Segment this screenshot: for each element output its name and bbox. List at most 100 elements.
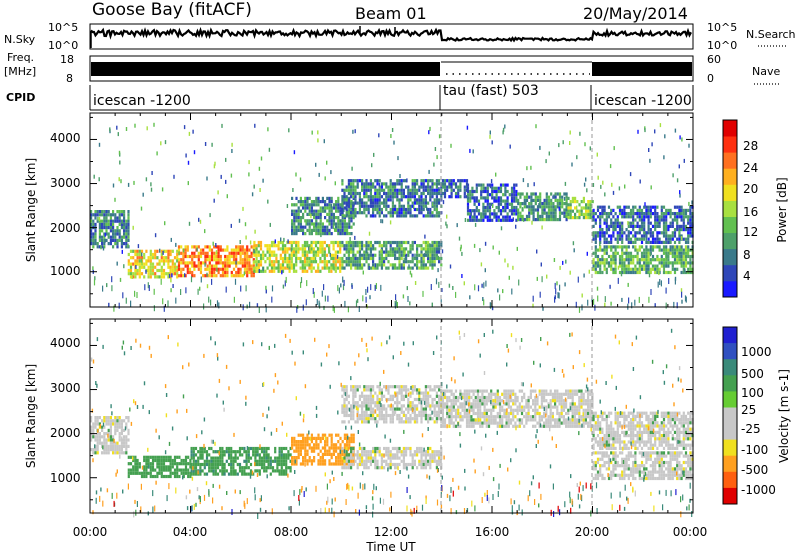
power-cell <box>676 254 679 259</box>
velocity-cell <box>289 453 292 457</box>
power-cell <box>277 244 280 248</box>
power-cell <box>140 272 144 276</box>
power-cell <box>149 256 152 260</box>
velocity-cell <box>269 459 272 463</box>
power-cell <box>215 254 218 259</box>
power-cell <box>582 196 585 200</box>
power-cell <box>284 260 287 264</box>
power-cell <box>347 191 350 196</box>
velocity-cell <box>269 466 272 470</box>
power-cell <box>252 258 255 262</box>
power-cell <box>171 265 174 269</box>
power-cell <box>348 206 351 210</box>
velocity-cell <box>411 466 414 470</box>
power-cell <box>273 269 276 273</box>
power-cell <box>343 191 346 196</box>
power-cell <box>547 202 551 206</box>
power-cell <box>341 216 344 220</box>
velocity-cell <box>230 466 233 470</box>
power-cell <box>603 234 606 238</box>
power-speck <box>314 257 317 262</box>
power-cell <box>463 188 466 192</box>
power-cell <box>411 253 414 257</box>
power-cell <box>341 212 344 216</box>
power-cell <box>107 210 110 214</box>
power-cell <box>660 231 663 235</box>
power-speck <box>546 274 548 279</box>
power-cell <box>673 261 677 265</box>
velocity-cell <box>276 469 279 473</box>
velocity-cell <box>407 401 410 405</box>
power-cell <box>202 261 205 265</box>
power-cell <box>206 251 209 255</box>
velocity-cell <box>187 471 190 475</box>
power-cell <box>378 253 381 257</box>
power-cell <box>687 208 690 212</box>
power-cell <box>506 189 509 194</box>
power-cell <box>347 198 350 202</box>
power-cell <box>339 222 342 226</box>
power-cell <box>389 182 392 186</box>
velocity-cell <box>363 417 366 421</box>
velocity-cell <box>387 446 390 451</box>
velocity-cell <box>433 450 436 454</box>
power-cell <box>612 245 615 249</box>
velocity-cell <box>112 419 115 423</box>
power-cell <box>486 196 489 200</box>
power-speck <box>140 258 143 263</box>
power-cell <box>243 248 247 252</box>
power-speck <box>196 247 198 252</box>
power-clutter <box>234 278 237 285</box>
power-cell <box>678 237 681 241</box>
power-cell <box>167 256 170 260</box>
power-cell <box>607 245 611 249</box>
power-speck <box>680 236 683 241</box>
power-cell <box>306 240 309 245</box>
velocity-cell <box>158 465 161 469</box>
power-cell <box>673 218 677 222</box>
velocity-cell <box>120 428 123 432</box>
power-cell <box>268 263 271 267</box>
velocity-cell <box>295 443 298 447</box>
power-cell <box>358 240 361 245</box>
power-cell <box>469 199 472 203</box>
velocity-cell <box>227 450 231 454</box>
velocity-cell <box>438 456 441 460</box>
power-cell <box>687 240 690 244</box>
power-cell <box>510 209 514 213</box>
power-cell <box>627 251 630 255</box>
power-cell <box>354 244 357 248</box>
power-cell <box>279 269 282 273</box>
power-speck <box>295 172 297 177</box>
power-clutter <box>125 297 127 304</box>
power-cell <box>376 179 379 183</box>
velocity-cell <box>372 450 375 454</box>
power-speck <box>92 266 94 271</box>
power-cell <box>239 245 242 249</box>
power-cell <box>411 201 414 205</box>
velocity-cell <box>134 471 137 475</box>
power-cell <box>162 262 166 266</box>
power-cell <box>530 211 533 215</box>
power-cell <box>629 224 633 228</box>
velocity-cell <box>256 462 259 467</box>
power-speck <box>449 264 452 269</box>
power-cell <box>334 253 337 257</box>
power-speck <box>132 225 134 230</box>
power-speck <box>258 269 260 273</box>
power-cell <box>669 224 672 228</box>
velocity-cell <box>263 453 266 457</box>
velocity-cell <box>182 468 185 472</box>
power-cell <box>391 201 394 205</box>
velocity-cell <box>363 446 366 451</box>
power-cell <box>420 179 423 183</box>
power-cell <box>473 215 476 219</box>
power-cell <box>669 240 672 244</box>
power-clutter <box>233 296 235 303</box>
power-cell <box>116 245 119 249</box>
power-cell <box>400 266 403 270</box>
power-cell <box>116 226 119 230</box>
power-cell <box>266 266 269 270</box>
velocity-cell <box>424 456 427 460</box>
power-cell <box>427 240 430 245</box>
